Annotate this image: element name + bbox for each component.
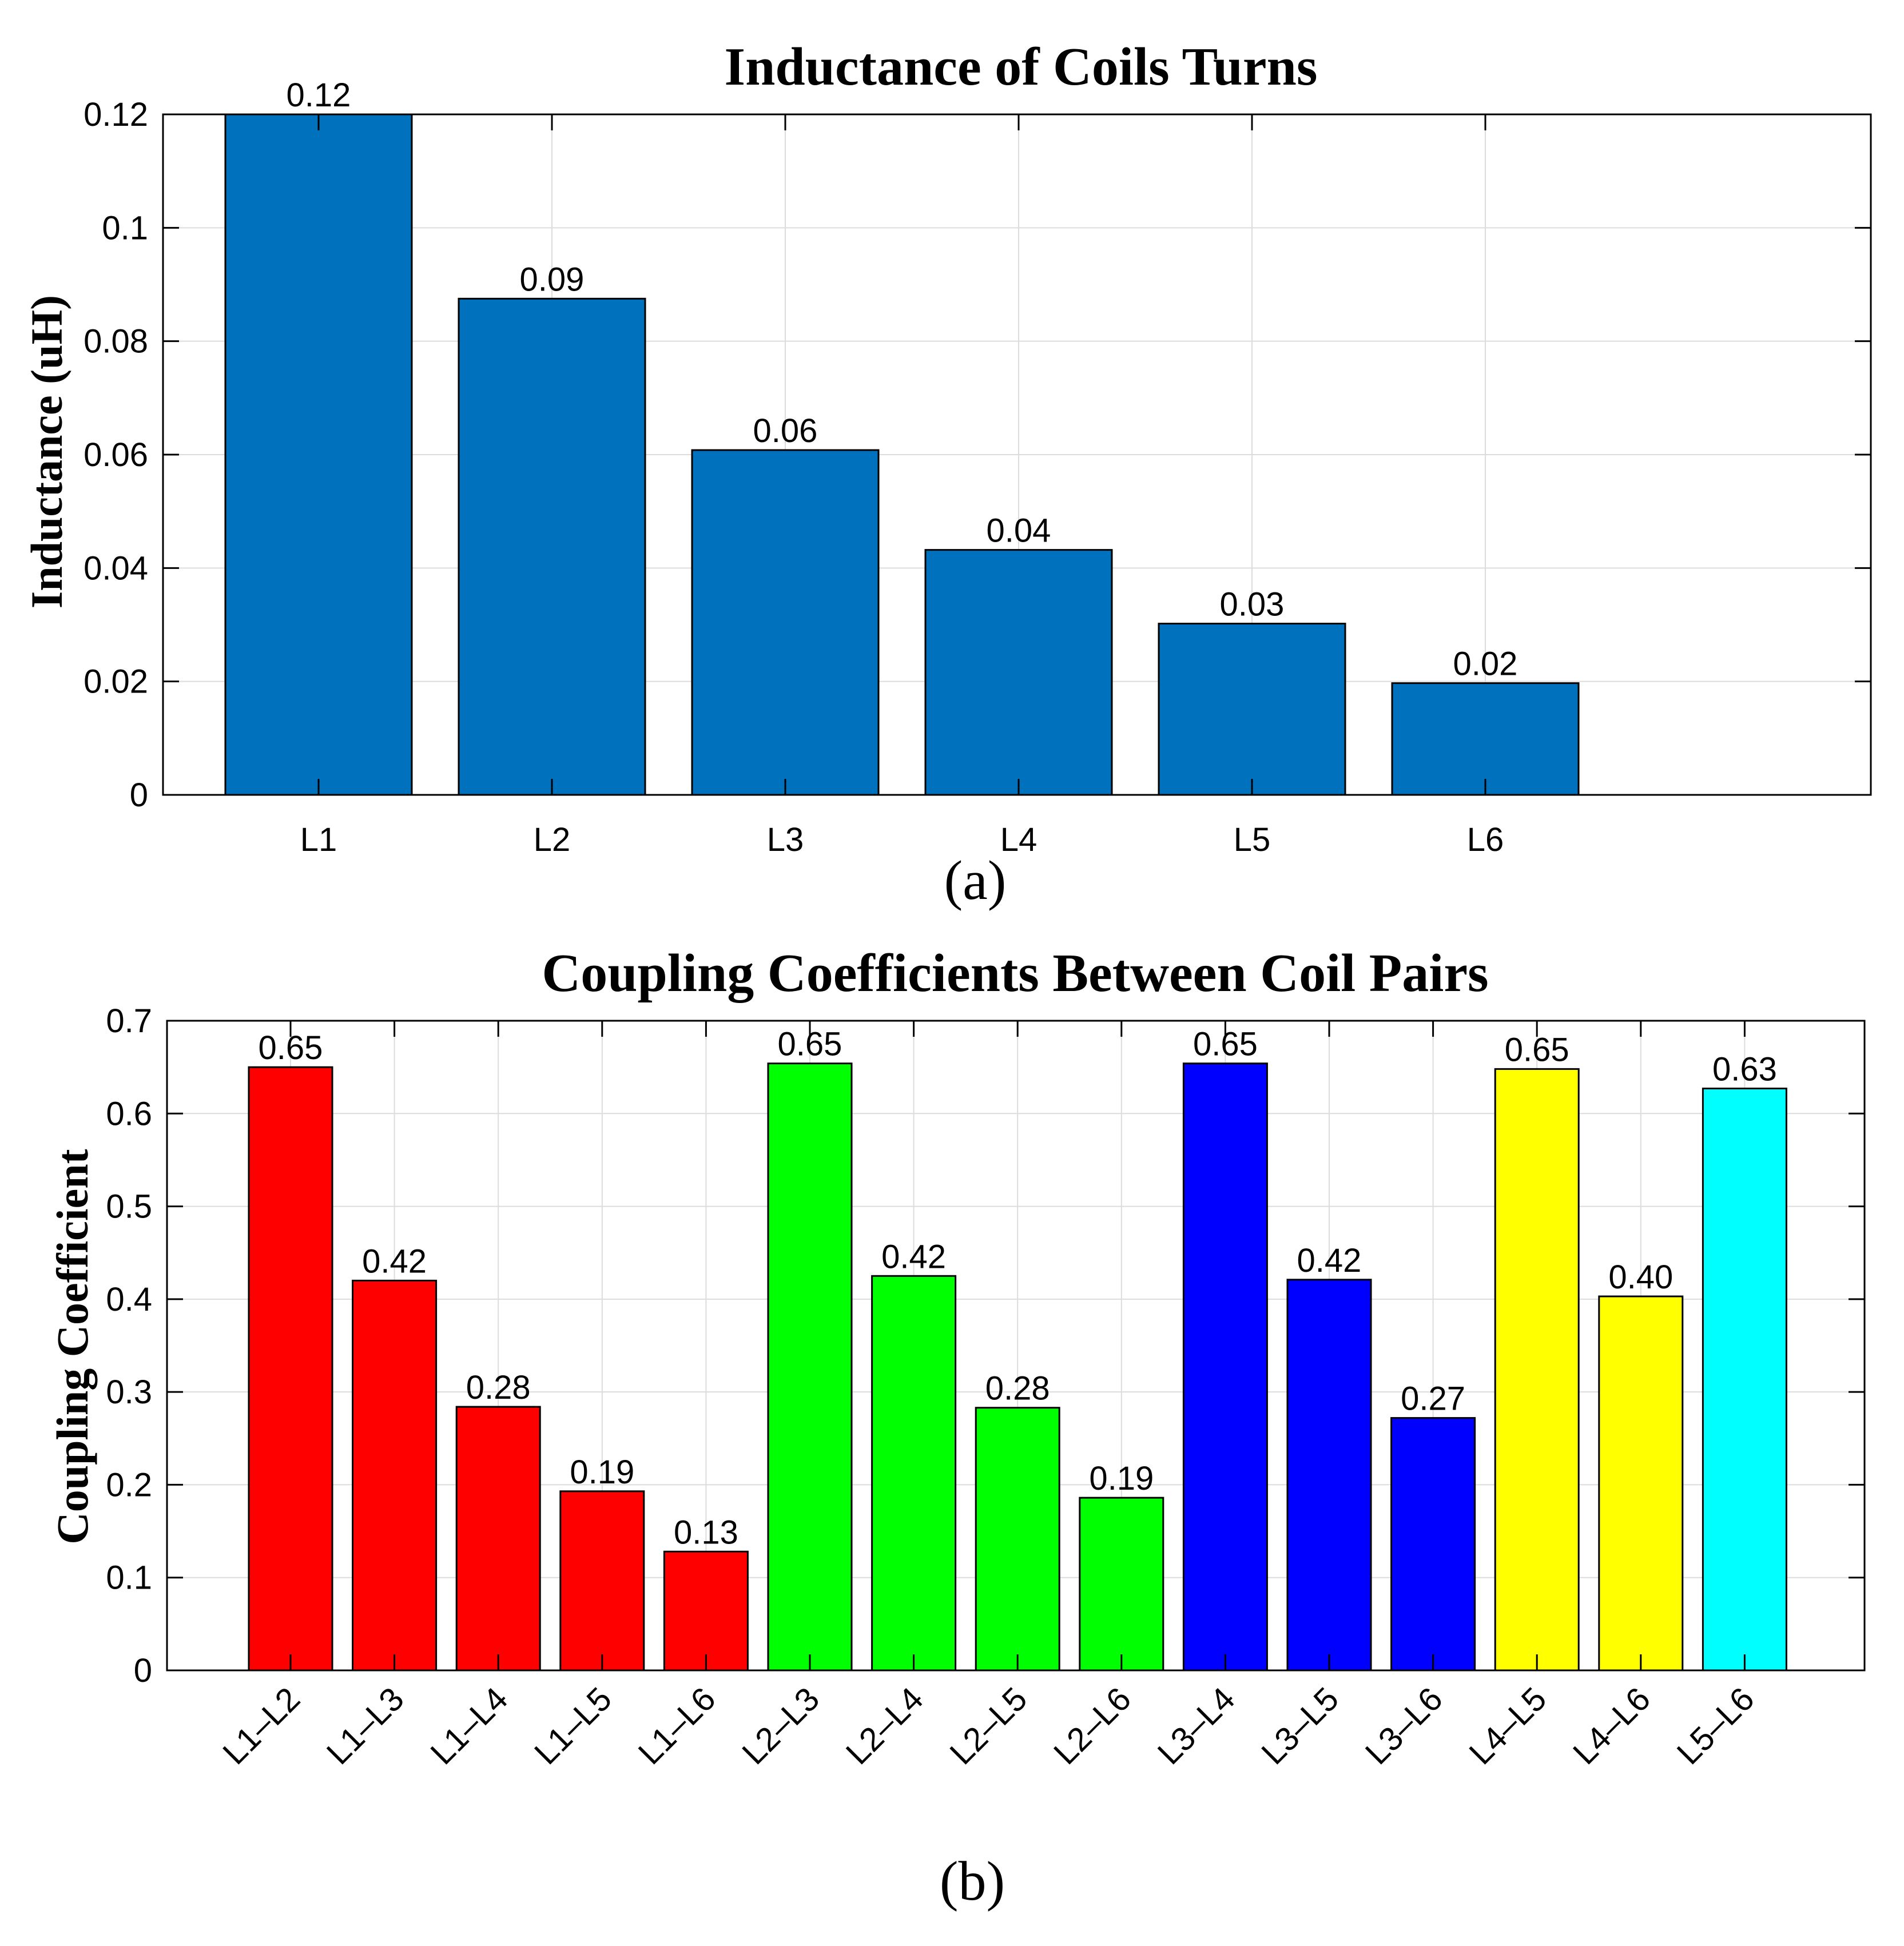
y-tick-label: 0 <box>134 1652 152 1689</box>
y-tick-label: 0.7 <box>106 1002 152 1040</box>
inductance-chart: Inductance of Coils Turns Inductance (uH… <box>22 37 1872 912</box>
data-label: 0.42 <box>1297 1242 1362 1279</box>
bar <box>691 449 880 796</box>
data-label: 0.19 <box>570 1454 634 1491</box>
data-label: 0.04 <box>987 512 1051 550</box>
bar <box>975 1407 1060 1672</box>
bar <box>924 549 1113 796</box>
data-label: 0.28 <box>985 1370 1050 1407</box>
x-tick-label: L3 <box>767 821 804 858</box>
y-axis-label: Inductance (uH) <box>22 295 71 608</box>
y-tick-label: 0.04 <box>84 550 148 587</box>
panel-label: (b) <box>940 1851 1005 1912</box>
chart-title: Coupling Coefficients Between Coil Pairs <box>542 944 1488 1003</box>
bar <box>1702 1087 1787 1672</box>
y-tick-label: 0.6 <box>106 1095 152 1132</box>
x-tick-label: L4 <box>1000 821 1038 858</box>
chart-title: Inductance of Coils Turns <box>725 37 1318 97</box>
y-tick-label: 0.5 <box>106 1188 152 1225</box>
data-label: 0.28 <box>466 1369 531 1406</box>
panel-label: (a) <box>944 850 1007 912</box>
data-label: 0.42 <box>881 1238 946 1275</box>
bar <box>559 1490 645 1672</box>
bar <box>767 1062 853 1672</box>
bar <box>1494 1068 1580 1672</box>
grid <box>163 114 1871 795</box>
bar <box>224 113 413 796</box>
data-label: 0.19 <box>1089 1460 1154 1497</box>
bar <box>1286 1279 1372 1672</box>
data-label: 0.13 <box>674 1514 738 1551</box>
data-label: 0.27 <box>1401 1380 1465 1418</box>
data-label: 0.06 <box>753 412 818 449</box>
bar <box>1598 1295 1684 1672</box>
axes-box <box>166 1020 1866 1672</box>
coupling-chart: Coupling Coefficients Between Coil Pairs… <box>47 944 1866 1912</box>
data-label: 0.65 <box>1505 1031 1569 1068</box>
data-label: 0.42 <box>362 1243 427 1280</box>
bar <box>1079 1497 1164 1672</box>
bar <box>871 1275 957 1672</box>
y-axis-label: Coupling Coefficient <box>47 1149 97 1544</box>
bars <box>224 113 1580 796</box>
x-tick-label: L6 <box>1467 821 1504 858</box>
data-label: 0.09 <box>520 261 585 298</box>
y-tick-label: 0.4 <box>106 1281 152 1318</box>
data-label: 0.03 <box>1220 586 1285 623</box>
data-labels: 0.12 0.09 0.06 0.04 0.03 0.02 <box>287 77 1518 683</box>
y-tick-label: 0.2 <box>106 1466 152 1503</box>
ticks: 0 0.02 0.04 0.06 0.08 0.1 0.12 L1 L2 L3 L4 L5 L6 <box>84 96 1871 858</box>
bar <box>1391 682 1580 796</box>
data-label: 0.40 <box>1608 1259 1673 1296</box>
y-tick-label: 0.06 <box>84 436 148 473</box>
bar <box>663 1550 749 1672</box>
bars <box>248 1062 1787 1672</box>
x-tick-label: L2 <box>534 821 571 858</box>
y-tick-label: 0.1 <box>106 1559 152 1597</box>
bar <box>1390 1417 1476 1672</box>
y-tick-label: 0.1 <box>102 209 148 246</box>
data-label: 0.12 <box>287 77 351 114</box>
bar <box>458 297 646 796</box>
bar <box>1182 1062 1268 1672</box>
data-labels: 0.650.420.280.190.130.650.420.280.190.65… <box>259 1026 1777 1551</box>
y-tick-label: 0.02 <box>84 663 148 701</box>
y-tick-label: 0.12 <box>84 96 148 133</box>
bar <box>352 1279 438 1672</box>
y-tick-label: 0.08 <box>84 323 148 360</box>
y-tick-label: 0 <box>130 777 148 814</box>
x-tick-label: L1 <box>300 821 337 858</box>
y-tick-label: 0.3 <box>106 1374 152 1411</box>
bar <box>1158 623 1346 796</box>
data-label: 0.02 <box>1453 646 1518 683</box>
bar <box>455 1406 541 1672</box>
bar <box>248 1066 333 1672</box>
data-label: 0.63 <box>1712 1050 1777 1088</box>
x-tick-label: L5 <box>1234 821 1271 858</box>
